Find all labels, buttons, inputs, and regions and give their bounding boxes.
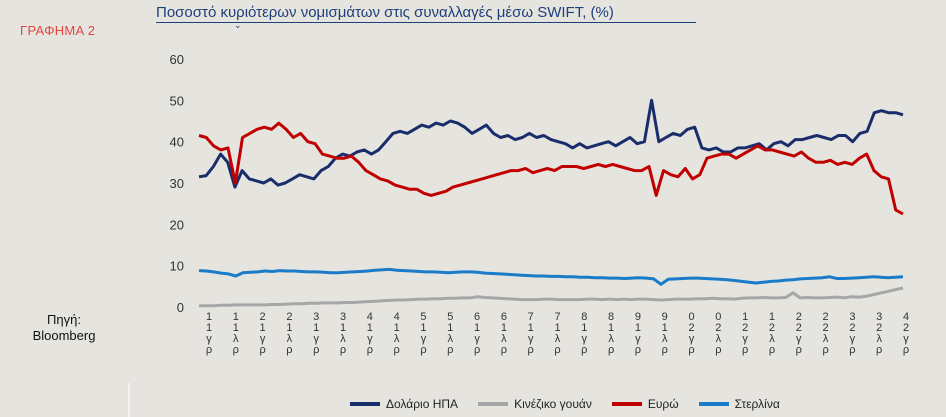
series-line-0: [198, 98, 904, 189]
legend-swatch: [611, 402, 642, 406]
y-tick-label: 0: [177, 300, 184, 315]
y-tick-label: 20: [170, 217, 184, 232]
y-tick-label: 60: [170, 52, 184, 67]
source-name: Bloomberg: [32, 328, 96, 343]
source-label: Πηγή:: [47, 312, 81, 327]
legend-swatch: [478, 402, 509, 406]
legend-item: Κινέζικο γουάν: [478, 397, 592, 411]
series-line-2: [198, 121, 904, 216]
source-note: Πηγή: Bloomberg: [0, 312, 128, 344]
legend-swatch: [350, 402, 380, 406]
sidebar: ΓΡΑΦΗΜΑ 2 Πηγή: Bloomberg: [0, 0, 128, 417]
legend-item: Δολάριο ΗΠΑ: [350, 397, 458, 411]
series-line-3: [198, 267, 904, 286]
legend-label: Στερλίνα: [734, 397, 780, 411]
figure-label: ΓΡΑΦΗΜΑ 2: [20, 23, 96, 38]
legend-item: Στερλίνα: [698, 397, 780, 411]
chart-legend: Δολάριο ΗΠΑ Κινέζικο γουάν Ευρώ Στερλίνα: [350, 397, 780, 411]
y-tick-label: 40: [170, 135, 184, 150]
legend-label: Δολάριο ΗΠΑ: [386, 397, 459, 411]
legend-label: Ευρώ: [647, 397, 679, 411]
y-tick-label: 30: [170, 176, 184, 191]
legend-swatch: [698, 402, 729, 406]
title-underline: [156, 22, 696, 23]
chevron-down-icon: ⌄: [234, 20, 242, 30]
series-line-1: [199, 286, 904, 308]
y-tick-label: 10: [170, 259, 184, 274]
chart-panel: [145, 0, 946, 417]
chart-title: Ποσοστό κυριότερων νομισμάτων στις συναλ…: [156, 4, 614, 21]
legend-item: Ευρώ: [611, 397, 679, 411]
legend-label: Κινέζικο γουάν: [514, 397, 592, 411]
y-tick-label: 50: [170, 93, 184, 108]
sidebar-divider: [128, 383, 130, 417]
